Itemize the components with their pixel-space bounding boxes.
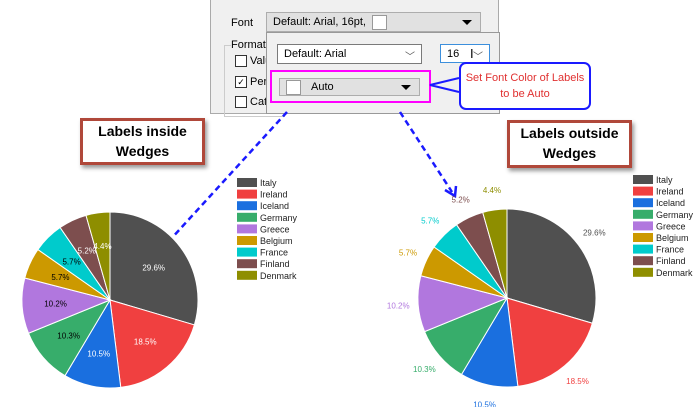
font-size-input[interactable]: 16 I ﹀: [440, 44, 490, 63]
pie-slice-ireland: [506, 297, 593, 387]
format-label: Format: [231, 39, 266, 51]
legend-label: Iceland: [656, 198, 685, 208]
legend-swatch: [633, 209, 653, 219]
data-label: 10.3%: [413, 365, 436, 374]
callout-pointer: [429, 77, 460, 93]
legend-label: Denmark: [260, 271, 297, 281]
chevron-down-icon: ﹀: [473, 52, 483, 63]
legend-swatch: [237, 247, 257, 257]
legend-label: Italy: [260, 178, 277, 188]
chevron-down-icon: ﹀: [405, 52, 415, 63]
legend-label: Ireland: [260, 190, 288, 200]
pie-slice-italy: [109, 211, 199, 326]
checkbox-icon: [235, 96, 247, 108]
legend-swatch: [633, 198, 653, 208]
checkbox-icon: [235, 55, 247, 67]
checkbox-percent[interactable]: ✓: [235, 76, 247, 88]
legend-label: Greece: [656, 221, 686, 231]
legend-swatch: [237, 224, 257, 234]
pie-chart-inside-labels: 29.6%18.5%10.5%10.3%10.2%5.7%5.7%5.2%4.4…: [21, 178, 298, 389]
font-combo[interactable]: Default: Arial, 16pt,: [266, 12, 481, 32]
font-size-value: 16: [447, 47, 460, 60]
legend-swatch: [237, 259, 257, 269]
legend-swatch: [633, 267, 653, 277]
legend-label: Iceland: [260, 201, 289, 211]
data-label: 18.5%: [566, 377, 589, 386]
data-label: 5.7%: [399, 248, 417, 257]
data-label: 10.3%: [57, 332, 80, 341]
data-label: 5.7%: [51, 273, 69, 282]
data-label: 5.2%: [452, 195, 470, 204]
legend-swatch: [237, 270, 257, 280]
text-cursor-icon: I: [470, 46, 474, 61]
legend-swatch: [633, 186, 653, 196]
checkbox-value[interactable]: [235, 55, 247, 67]
legend-label: Germany: [260, 213, 298, 223]
callout-text: Set Font Color of Labels to be Auto: [465, 71, 585, 101]
legend-label: Denmark: [656, 268, 693, 278]
font-name-value: Default: Arial: [284, 48, 347, 60]
font-color-swatch: [371, 14, 387, 30]
data-label: 5.2%: [78, 247, 96, 256]
data-label: 4.4%: [483, 186, 501, 195]
data-label: 18.5%: [134, 338, 157, 347]
pie-slice-denmark: [482, 208, 508, 299]
legend-swatch: [237, 189, 257, 199]
legend-label: Finland: [656, 256, 686, 266]
legend-label: France: [260, 248, 288, 258]
legend-swatch: [633, 244, 653, 254]
legend-swatch: [633, 256, 653, 266]
checkbox-category-label: Cat: [250, 96, 268, 108]
legend-label: Germany: [656, 210, 694, 220]
font-color-select[interactable]: Auto: [279, 78, 420, 96]
color-swatch: [286, 79, 301, 95]
font-color-value: Auto: [311, 81, 334, 93]
pie-chart-outside-labels: 29.6% 18.5% 10.5% 10.3% 10.2% 5.7% 5.7% 5.2% 4.4…: [387, 175, 694, 407]
data-label: 4.4%: [93, 242, 111, 251]
font-combo-value: Default: Arial, 16pt,: [273, 16, 366, 28]
data-label: 10.2%: [44, 300, 67, 309]
legend-label: Greece: [260, 224, 290, 234]
pie-slice-ireland: [109, 299, 196, 388]
checkmark-icon: ✓: [235, 76, 247, 88]
legend-swatch: [633, 233, 653, 242]
legend-label: Italy: [656, 175, 673, 185]
pie-slice-italy: [506, 208, 597, 324]
legend-label: Ireland: [656, 187, 684, 197]
legend-swatch: [633, 175, 653, 184]
legend-label: Finland: [260, 259, 290, 269]
dropdown-arrow-icon: [462, 20, 472, 25]
arrow-to-outside-chart: [398, 111, 458, 199]
data-label: 10.5%: [87, 349, 110, 358]
font-name-select[interactable]: Default: Arial ﹀: [277, 44, 422, 64]
legend-swatch: [633, 221, 653, 231]
checkbox-value-label: Valu: [250, 55, 272, 67]
legend-label: Belgium: [260, 236, 293, 246]
dropdown-arrow-icon: [401, 85, 411, 90]
labels-inside-text: Labels inside Wedges: [98, 122, 187, 159]
data-label: 29.6%: [142, 263, 165, 272]
pie-slice-denmark: [85, 211, 111, 301]
legend-label: France: [656, 245, 684, 255]
data-label: 5.7%: [62, 257, 80, 266]
legend-swatch: [237, 236, 257, 245]
callout-bubble: Set Font Color of Labels to be Auto: [459, 62, 591, 110]
highlight-box: [270, 70, 431, 103]
legend-swatch: [237, 201, 257, 211]
labels-outside-text: Labels outside Wedges: [520, 125, 619, 161]
checkbox-category[interactable]: [235, 96, 247, 108]
data-label: 10.2%: [387, 301, 410, 310]
data-label: 5.7%: [421, 217, 439, 226]
legend-label: Belgium: [656, 233, 689, 243]
labels-inside-box: Labels inside Wedges: [80, 118, 205, 165]
labels-outside-box: Labels outside Wedges: [507, 120, 632, 168]
legend-swatch: [237, 212, 257, 222]
data-label: 29.6%: [583, 229, 606, 238]
data-label: 10.5%: [473, 401, 496, 407]
font-label: Font: [231, 17, 254, 29]
legend-swatch: [237, 178, 257, 187]
